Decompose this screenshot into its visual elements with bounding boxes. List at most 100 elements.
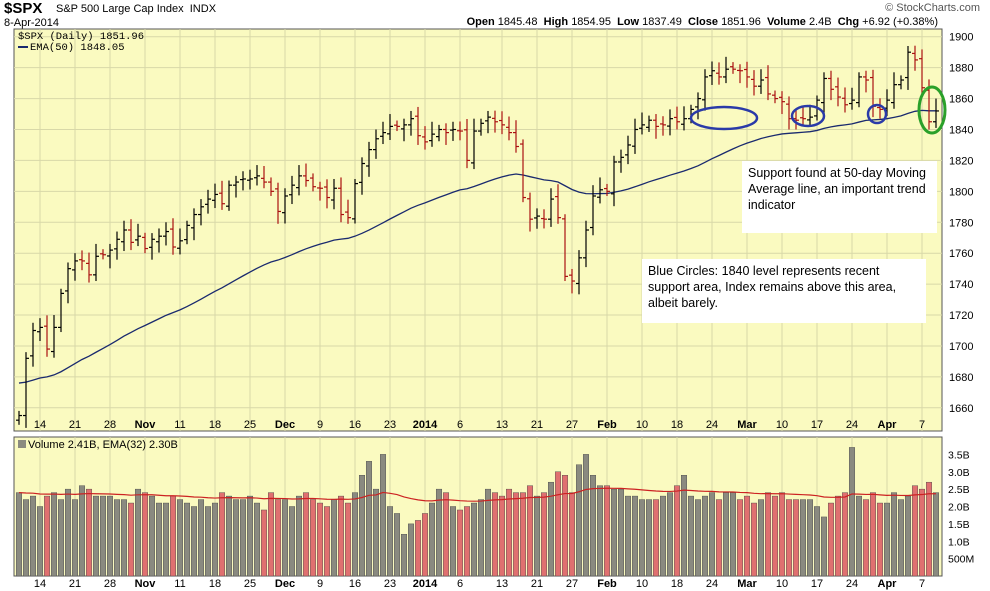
volume-bar [218, 492, 225, 577]
volume-bar [197, 499, 204, 577]
volume-bar [688, 495, 695, 577]
ohlc-bar [345, 199, 351, 224]
ema-legend-swatch [18, 46, 28, 49]
ohlc-bar [702, 69, 708, 111]
date-tick-label: 18 [671, 578, 683, 590]
volume-bar [590, 475, 597, 577]
ohlc-bar [156, 228, 162, 253]
volume-bar [863, 499, 870, 577]
open-value: 1845.48 [497, 16, 538, 28]
ohlc-bar [464, 118, 470, 169]
volume-bar [891, 492, 898, 577]
volume-bar [275, 499, 282, 577]
ohlc-bar [492, 110, 498, 133]
ohlc-bar [44, 315, 50, 357]
ohlc-bar [30, 322, 36, 367]
volume-bar [30, 495, 37, 577]
volume-bar [253, 502, 260, 577]
volume-bar [134, 488, 141, 577]
volume-bar [394, 513, 401, 577]
volume-bar [898, 499, 905, 577]
volume-bar [709, 492, 716, 577]
date-tick-label: Feb [597, 578, 617, 590]
date-tick-label: 24 [846, 578, 858, 590]
ohlc-bar [877, 98, 883, 119]
ohlc-bar [674, 106, 680, 130]
ohlc-bar [779, 91, 785, 115]
ohlc-bar [898, 75, 904, 90]
ohlc-bar [121, 220, 127, 252]
ohlc-bar [275, 182, 281, 224]
volume-bar [303, 492, 310, 577]
blue-circle-2 [790, 104, 826, 128]
price-tick-label: 1880 [949, 63, 973, 75]
volume-bar [555, 471, 562, 577]
volume-bar [849, 447, 856, 577]
volume-bar [737, 499, 744, 577]
price-tick-label: 1800 [949, 186, 973, 198]
volume-bar [246, 495, 253, 577]
ohlc-bar [835, 77, 841, 107]
date-tick-label: 10 [636, 419, 648, 431]
volume-bar [289, 506, 296, 577]
volume-bar [415, 520, 422, 577]
volume-bar [926, 481, 933, 577]
ohlc-bar [114, 231, 120, 260]
ohlc-bar [646, 115, 652, 132]
volume-bar [632, 495, 639, 577]
ohlc-bar [282, 188, 288, 224]
volume-bar [464, 506, 471, 577]
date-tick-label: 10 [636, 578, 648, 590]
volume-bar [113, 499, 120, 577]
volume-bar [660, 495, 667, 577]
volume-bar [583, 454, 590, 577]
ohlc-bar [450, 121, 456, 141]
volume-bar [520, 492, 527, 577]
volume-bar [653, 499, 660, 577]
volume-bar [317, 502, 324, 577]
volume-bar [37, 506, 44, 577]
symbol-title: $SPX [4, 0, 43, 17]
volume-bar [92, 495, 99, 577]
price-tick-label: 1840 [949, 125, 973, 137]
volume-tick-label: 1.0B [948, 536, 970, 548]
volume-bar [877, 502, 884, 577]
volume-bar [576, 464, 583, 577]
ohlc-bar [408, 110, 414, 136]
volume-bar [324, 506, 331, 577]
date-tick-label: 11 [174, 419, 185, 431]
ohlc-bar [268, 177, 274, 196]
ohlc-bar [632, 118, 638, 154]
volume-bar [828, 502, 835, 577]
ohlc-bar [359, 157, 365, 195]
ohlc-bar [513, 120, 519, 153]
volume-bar [905, 495, 912, 577]
date-tick-label: Mar [737, 578, 757, 590]
ohlc-bar [58, 288, 64, 333]
volume-bar [534, 495, 541, 577]
price-tick-label: 1700 [949, 341, 973, 353]
volume-bar [120, 499, 127, 577]
volume-bar [141, 492, 148, 577]
volume-bar [933, 492, 940, 577]
date-tick-label: 7 [919, 578, 925, 590]
volume-bar [821, 516, 828, 577]
brand-watermark[interactable]: © StockCharts.com [885, 2, 980, 14]
volume-bar [44, 495, 51, 577]
date-tick-label: 13 [496, 578, 508, 590]
volume-bar [338, 495, 345, 577]
volume-axis: 500M 1.0B 1.5B 2.0B 2.5B 3.0B 3.5B [948, 449, 974, 565]
ohlc-bar [128, 219, 134, 251]
volume-bar [744, 495, 751, 577]
volume-bar [78, 485, 85, 577]
volume-bar [176, 499, 183, 577]
volume-bar [422, 513, 429, 577]
ohlc-bar [317, 181, 323, 201]
volume-bar [190, 506, 197, 577]
volume-bar [786, 499, 793, 577]
volume-legend-swatch [18, 440, 26, 448]
price-legend: $SPX (Daily) 1851.96 [18, 31, 144, 43]
date-tick-label: Apr [878, 578, 898, 590]
volume-bars [16, 447, 940, 577]
volume-bar [401, 534, 408, 577]
